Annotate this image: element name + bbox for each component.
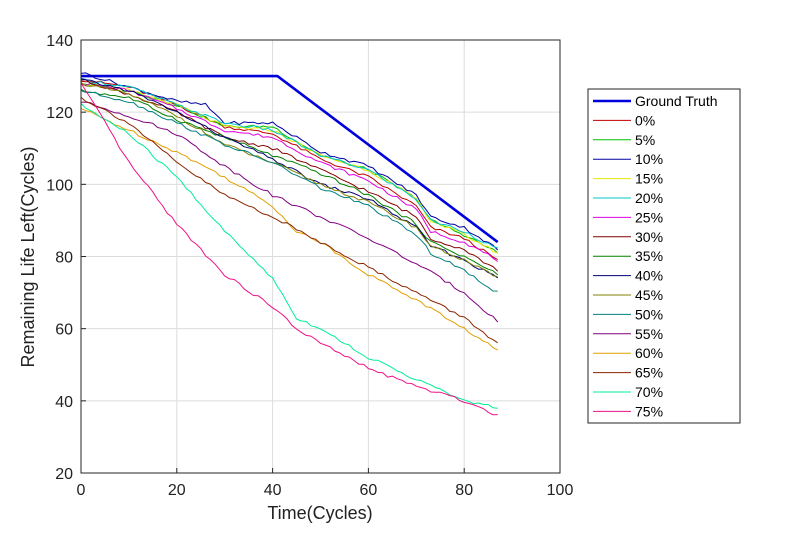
legend-label-12: 55% bbox=[635, 326, 663, 342]
legend-label-4: 15% bbox=[635, 171, 663, 187]
series-line-11 bbox=[80, 90, 498, 292]
legend: Ground Truth 0% 5% 10% 15% 20% 25% 30% 35% 40% 45%… bbox=[587, 88, 741, 424]
series-line-5 bbox=[80, 77, 498, 249]
legend-label-7: 30% bbox=[635, 229, 663, 245]
legend-label-13: 60% bbox=[635, 345, 663, 361]
legend-label-14: 65% bbox=[635, 365, 663, 381]
x-axis-label: Time(Cycles) bbox=[267, 503, 372, 523]
series-line-8 bbox=[80, 88, 499, 276]
y-tick-label: 60 bbox=[55, 322, 73, 339]
x-tick-label: 40 bbox=[264, 482, 282, 499]
series-line-15 bbox=[80, 103, 498, 409]
legend-label-8: 35% bbox=[635, 248, 663, 264]
series-line-0 bbox=[81, 74, 499, 244]
series-line-16 bbox=[80, 82, 498, 416]
legend-label-2: 5% bbox=[635, 132, 655, 148]
y-tick-label: 40 bbox=[55, 394, 73, 411]
series-line-6 bbox=[80, 82, 498, 262]
y-tick-label: 100 bbox=[46, 177, 73, 194]
legend-label-16: 75% bbox=[635, 403, 663, 419]
y-axis-label: Remaining Life Left(Cycles) bbox=[18, 146, 38, 367]
y-tick-label: 140 bbox=[46, 33, 73, 50]
legend-label-1: 0% bbox=[635, 112, 655, 128]
x-tick-label: 0 bbox=[77, 482, 86, 499]
legend-label-11: 50% bbox=[635, 306, 663, 322]
series-line-3 bbox=[80, 72, 499, 251]
y-tick-label: 120 bbox=[46, 105, 73, 122]
series-line-14 bbox=[80, 96, 498, 344]
legend-label-3: 10% bbox=[635, 151, 663, 167]
legend-label-5: 20% bbox=[635, 190, 663, 206]
x-tick-label: 100 bbox=[547, 482, 574, 499]
series-line-4 bbox=[80, 84, 498, 254]
y-tick-label: 20 bbox=[55, 466, 73, 483]
legend-label-15: 70% bbox=[635, 384, 663, 400]
series-line-12 bbox=[80, 101, 499, 323]
x-tick-label: 80 bbox=[455, 482, 473, 499]
legend-label-9: 40% bbox=[635, 268, 663, 284]
x-tick-label: 60 bbox=[360, 482, 378, 499]
y-tick-label: 80 bbox=[55, 250, 73, 267]
legend-label-0: Ground Truth bbox=[635, 93, 718, 109]
data-series bbox=[80, 72, 499, 416]
series-line-10 bbox=[80, 82, 498, 277]
legend-label-6: 25% bbox=[635, 209, 663, 225]
x-tick-label: 20 bbox=[168, 482, 186, 499]
grid-lines bbox=[80, 39, 561, 474]
legend-label-10: 45% bbox=[635, 287, 663, 303]
